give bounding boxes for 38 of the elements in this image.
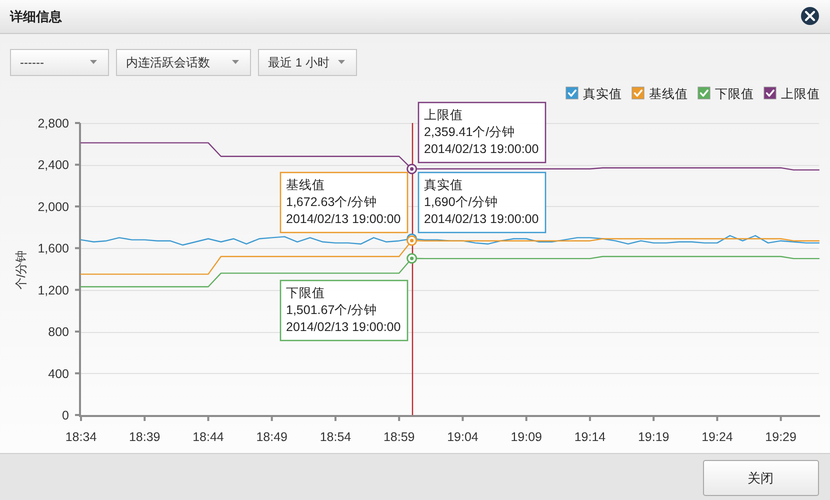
x-tick-label: 18:59: [383, 430, 415, 444]
text: 最近 1 小时: [268, 56, 330, 70]
y-tick-label: 400: [48, 366, 70, 381]
annotation: 基线值 1,672.63个/分钟 2014/02/13 19:00:00: [286, 178, 401, 226]
y-tick-label: 2,400: [38, 158, 70, 172]
x-tick-label: 18:34: [65, 430, 97, 444]
x-tick-label: 19:09: [510, 430, 542, 444]
y-tick-label: 1,600: [38, 242, 70, 256]
chart-title: 详细信息: [9, 9, 63, 24]
y-tick-label: 800: [48, 325, 70, 340]
x-tick-label: 18:39: [128, 430, 160, 444]
y-tick-label: 2,000: [38, 200, 70, 214]
legend-label: 上限值: [781, 87, 820, 101]
x-tick-label: 18:54: [320, 430, 352, 444]
x-tick-label: 19:19: [638, 430, 670, 444]
legend-label: 基线值: [649, 87, 688, 101]
x-tick-label: 18:49: [256, 430, 288, 444]
y-tick-label: 1,200: [38, 283, 70, 298]
tooltip: 真实值 1,690个/分钟 2014/02/13 19:00:00: [418, 172, 546, 234]
legend-label: 下限值: [715, 87, 754, 101]
tooltip: 上限值 2,359.41个/分钟 2014/02/13 19:00:00: [418, 102, 546, 164]
text: ------: [20, 56, 44, 70]
text: 关闭: [748, 470, 774, 486]
y-axis-title: 个/分钟: [14, 250, 28, 290]
x-tick-label: 19:29: [765, 430, 797, 444]
x-tick-label: 19:14: [574, 430, 606, 444]
legend-label: 真实值: [583, 87, 622, 101]
annotation: 上限值 2,359.41个/分钟 2014/02/13 19:00:00: [424, 108, 539, 156]
x-tick-label: 19:24: [702, 430, 733, 444]
tooltip: 基线值 1,672.63个/分钟 2014/02/13 19:00:00: [280, 172, 408, 234]
text: 内连活跃会话数: [126, 56, 210, 70]
y-tick-label: 0: [62, 408, 70, 422]
x-tick-label: 18:44: [192, 430, 224, 444]
x-tick-label: 19:04: [447, 430, 478, 444]
y-tick-label: 2,800: [38, 116, 70, 130]
annotation: 下限值 1,501.67个/分钟 2014/02/13 19:00:00: [286, 286, 401, 334]
annotation: 真实值 1,690个/分钟 2014/02/13 19:00:00: [424, 178, 539, 226]
tooltip: 下限值 1,501.67个/分钟 2014/02/13 19:00:00: [280, 280, 408, 342]
